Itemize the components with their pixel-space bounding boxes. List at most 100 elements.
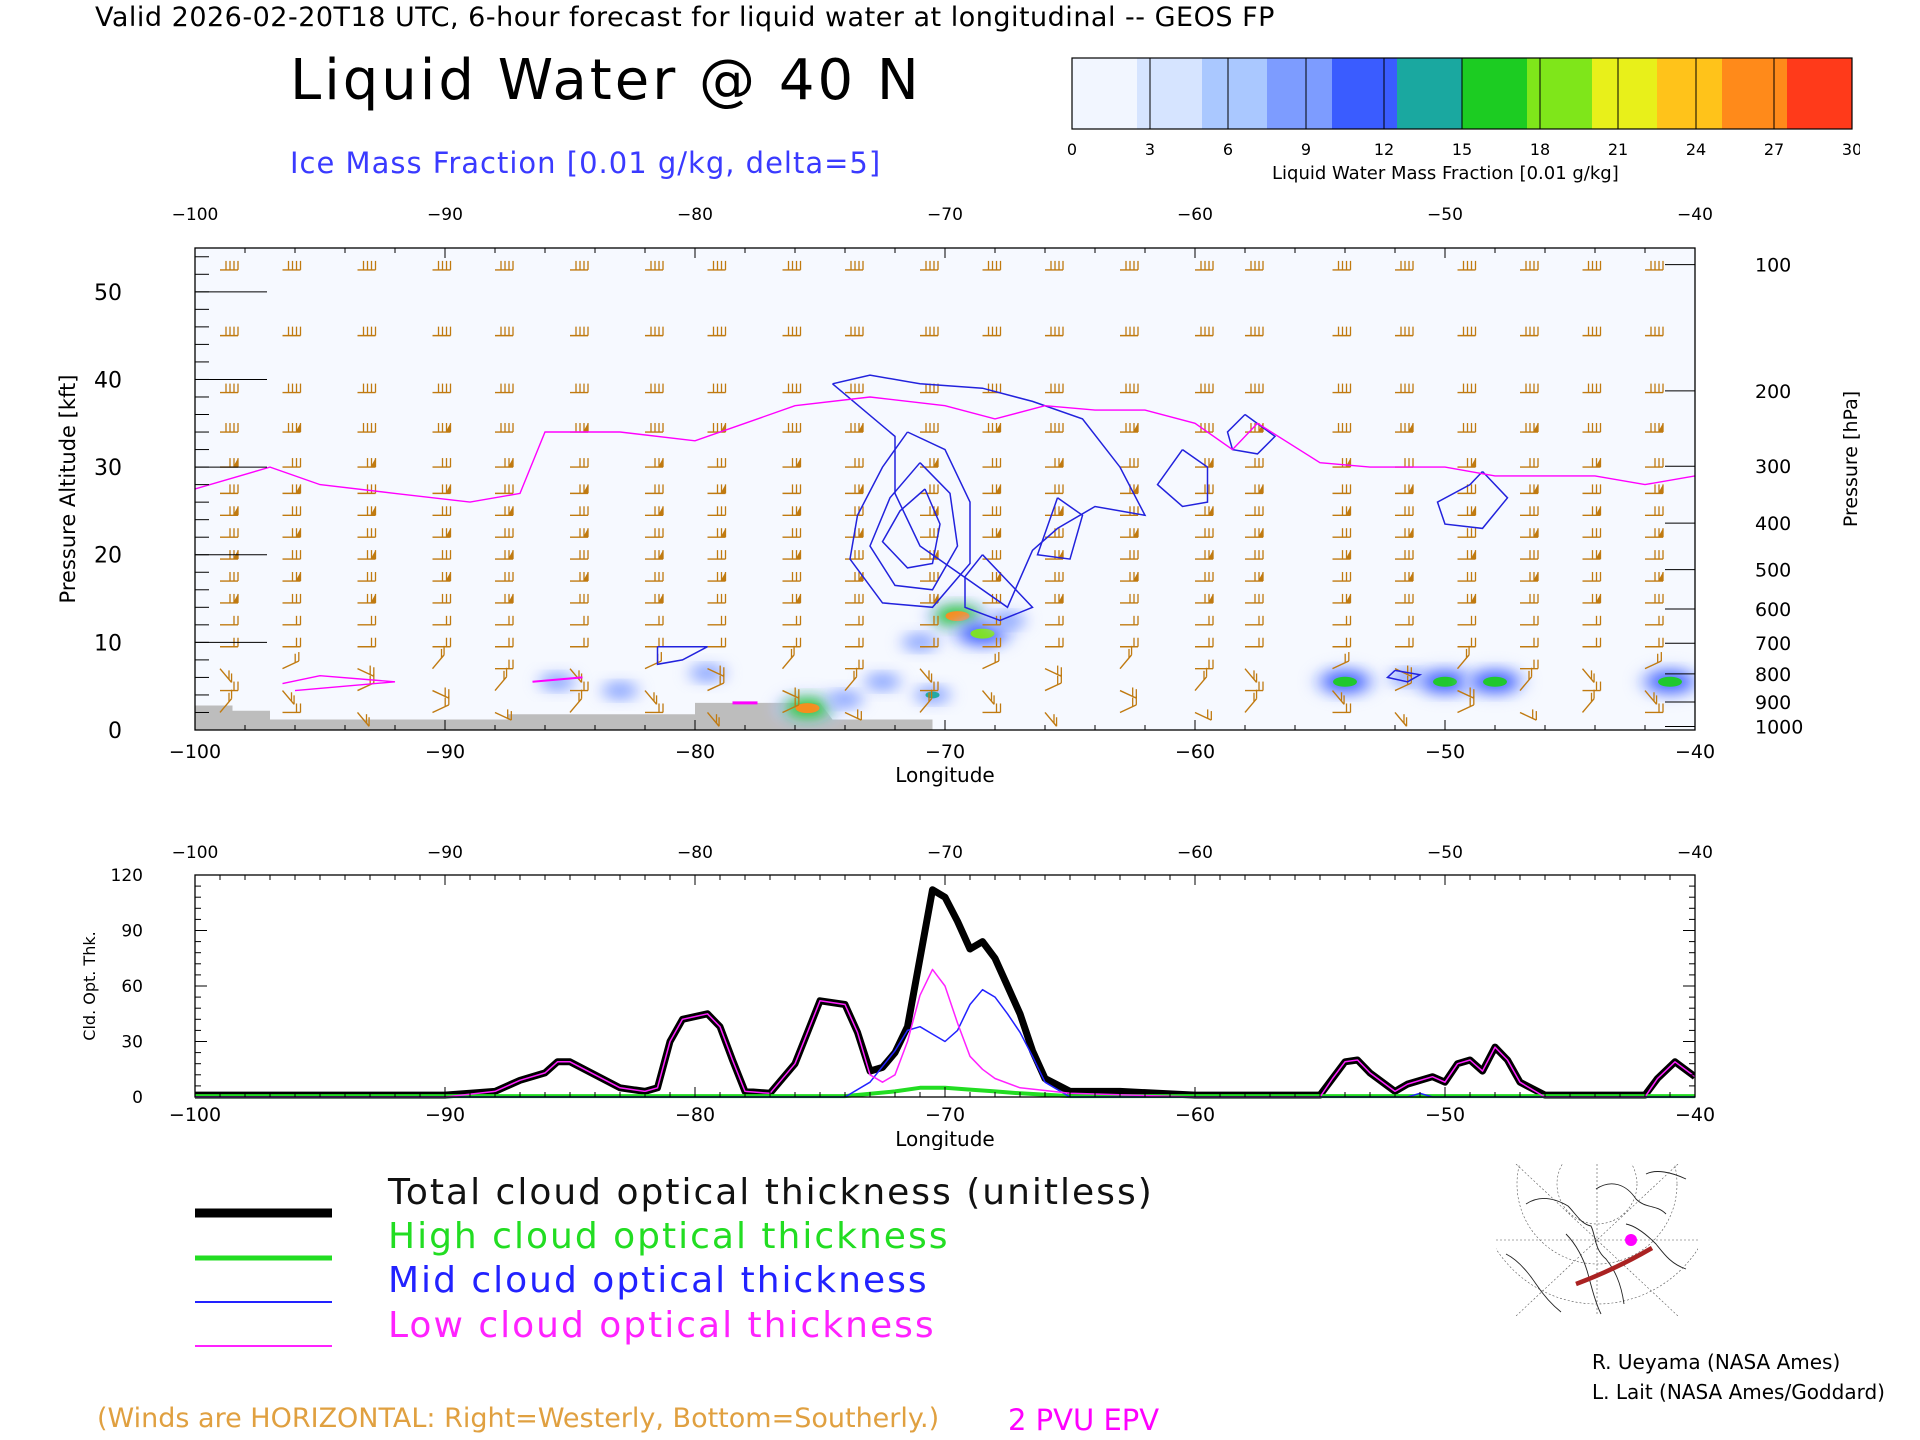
wind-barb-flag xyxy=(1470,593,1476,603)
wind-barb-shaft xyxy=(569,668,583,683)
x-tick-label: −50 xyxy=(1425,1104,1465,1126)
pressure-tick-label: 300 xyxy=(1755,456,1791,478)
x-axis-label: Longitude xyxy=(895,763,994,787)
liquid-water-blob xyxy=(693,667,722,680)
ice-contour xyxy=(1436,470,1509,530)
y-tick-label: 60 xyxy=(121,977,143,997)
colorbar-label: Liquid Water Mass Fraction [0.01 g/kg] xyxy=(1272,163,1619,184)
pressure-tick-label: 700 xyxy=(1755,633,1791,655)
wind-barb-shaft xyxy=(982,660,1000,670)
y-tick-label: 50 xyxy=(94,281,122,306)
liquid-water-blob xyxy=(906,636,934,649)
cross-section-panel: −100 −100 −90 −90 −80 −80 −70 −70 −60 −60 −50 −50 −4… xyxy=(56,205,1862,787)
liquid-water-core xyxy=(1658,676,1682,687)
wind-barb-flag xyxy=(508,550,513,560)
colorbar-tick-label: 18 xyxy=(1530,140,1550,159)
wind-barb-flag xyxy=(1133,572,1138,582)
wind-barb-flag xyxy=(1345,593,1351,603)
liquid-water-core xyxy=(1333,676,1357,687)
wind-barb-flag xyxy=(858,528,863,538)
liquid-water-core xyxy=(970,628,995,639)
wind-barb-flag xyxy=(1533,423,1538,433)
series-line-total xyxy=(195,886,1695,1099)
ice-contour xyxy=(832,374,1147,609)
epv-note: 2 PVU EPV xyxy=(1008,1403,1160,1437)
wind-barb-shaft xyxy=(919,668,933,683)
top-x-tick-label: −70 xyxy=(927,205,963,225)
wind-barb-flag xyxy=(795,593,801,603)
wind-barb-shaft xyxy=(782,689,800,699)
pressure-tick-label: 400 xyxy=(1755,513,1791,535)
wind-barb-flag xyxy=(1058,458,1063,468)
wind-barb-flag xyxy=(995,423,1001,433)
wind-barb-flag xyxy=(720,528,726,538)
colorbar-tick-label: 27 xyxy=(1764,140,1784,159)
pressure-tick-label: 600 xyxy=(1755,599,1791,621)
x-axis-label: Longitude xyxy=(895,1127,994,1150)
top-x-tick-label: −70 xyxy=(927,843,963,863)
optical-thickness-lines xyxy=(195,886,1695,1099)
epv-low-contour xyxy=(532,676,583,683)
wind-barb-flag xyxy=(1258,484,1263,494)
upper-axis-ticks xyxy=(194,248,1696,731)
wind-barb-flag xyxy=(1658,528,1663,538)
epv-2pvu-contour xyxy=(195,396,1695,503)
x-tick-label: −100 xyxy=(169,1104,221,1126)
wind-barbs xyxy=(219,260,1664,727)
top-x-tick-label: −100 xyxy=(172,843,219,863)
wind-barb-flag xyxy=(720,572,726,582)
liquid-water-core xyxy=(1483,676,1507,687)
wind-barb-flag xyxy=(1133,528,1138,538)
map-cross-section-track xyxy=(1575,1246,1654,1287)
valid-time-line: Valid 2026-02-20T18 UTC, 6-hour forecast… xyxy=(95,2,1275,33)
colorbar-tick-label: 21 xyxy=(1608,140,1628,159)
colorbar-tick-label: 30 xyxy=(1842,140,1860,159)
wind-barb-flag xyxy=(720,484,726,494)
x-tick-label: −40 xyxy=(1675,1104,1715,1126)
liquid-water-core xyxy=(925,691,940,699)
wind-barb-flag xyxy=(1533,572,1538,582)
liquid-water-core xyxy=(1433,676,1457,687)
wind-barb-flag xyxy=(583,484,588,494)
wind-barb-flag xyxy=(508,458,513,468)
chart-title: Liquid Water @ 40 N xyxy=(290,48,922,113)
ice-contour xyxy=(1036,497,1084,560)
wind-barb-flag xyxy=(1408,423,1413,433)
wind-barb-flag xyxy=(1058,593,1063,603)
wind-barb-shaft xyxy=(1394,682,1412,692)
x-tick-label: −100 xyxy=(169,741,221,763)
wind-barb-flag xyxy=(1658,484,1663,494)
ice-contour xyxy=(1226,413,1277,455)
liquid-water-blob xyxy=(868,675,897,688)
wind-barb-shaft xyxy=(1119,704,1137,714)
wind-barb-flag xyxy=(295,528,301,538)
x-tick-label: −70 xyxy=(925,1104,965,1126)
wind-barb-shaft xyxy=(1394,712,1408,727)
colorbar-tick-label: 9 xyxy=(1301,140,1311,159)
wind-barb-flag xyxy=(1208,550,1213,560)
colorbar-cells xyxy=(1072,58,1853,129)
wind-barb-flag xyxy=(1658,423,1663,433)
wind-barb-flag xyxy=(1208,506,1213,516)
wind-barb-flag xyxy=(233,506,238,516)
wind-barb-shaft xyxy=(1044,682,1062,692)
top-x-tick-label: −80 xyxy=(677,843,713,863)
wind-barb-shaft xyxy=(281,690,295,705)
wind-barb-shaft xyxy=(981,690,995,705)
wind-barb-shaft xyxy=(844,711,862,721)
top-x-tick-label: −100 xyxy=(172,205,219,225)
liquid-water-blob xyxy=(543,675,572,688)
wind-barb-flag xyxy=(1345,550,1351,560)
wind-barb-shaft xyxy=(782,704,800,714)
liquid-water-core xyxy=(945,611,970,622)
wind-barb-flag xyxy=(583,572,588,582)
wind-barb-flag xyxy=(1133,423,1138,433)
wind-barb-shaft xyxy=(1457,689,1475,699)
y-axis-label: Cld. Opt. Thk. xyxy=(80,931,99,1040)
wind-barb-shaft xyxy=(219,668,233,683)
wind-barb-flag xyxy=(295,484,301,494)
ice-contour xyxy=(656,645,708,666)
wind-barb-flag xyxy=(1258,528,1263,538)
top-x-tick-label: −40 xyxy=(1677,843,1713,863)
pressure-tick-label: 500 xyxy=(1755,560,1791,582)
